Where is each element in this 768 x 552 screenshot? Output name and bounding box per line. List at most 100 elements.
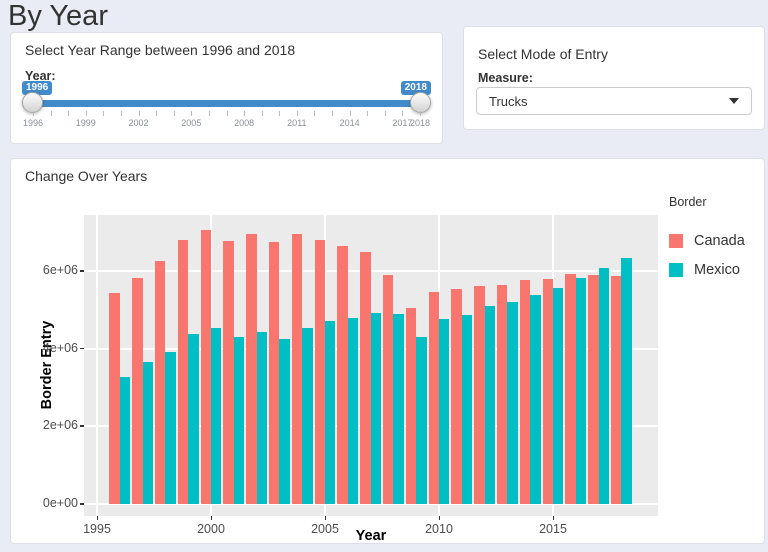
bar-canada-2002 <box>246 234 257 504</box>
slider-from-handle[interactable] <box>22 92 43 113</box>
slider-tick-label: 2011 <box>287 118 307 128</box>
slider-from-badge: 1996 <box>22 81 53 95</box>
chart-legend: Border Canada Mexico <box>669 195 768 291</box>
slider-tick-label: 2017 <box>392 118 413 128</box>
y-tick-mark <box>80 425 84 427</box>
bar-mexico-2016 <box>575 277 587 504</box>
legend-item-canada: Canada <box>669 233 768 249</box>
gridline-horizontal <box>84 270 658 272</box>
legend-swatch-canada <box>669 234 683 248</box>
plot-area <box>84 215 658 516</box>
caret-down-icon <box>729 98 739 104</box>
bar-canada-2013 <box>497 284 508 504</box>
bar-mexico-2018 <box>621 257 632 504</box>
legend-swatch-mexico <box>669 263 683 277</box>
bar-mexico-1997 <box>142 362 153 504</box>
y-tick-mark <box>80 270 84 272</box>
bar-canada-2008 <box>383 274 394 504</box>
legend-label-canada: Canada <box>694 233 745 249</box>
slider-to-handle[interactable] <box>410 92 431 113</box>
x-tick-mark <box>552 516 554 520</box>
bar-canada-2005 <box>314 239 325 504</box>
x-tick-label: 1995 <box>83 522 111 536</box>
slider-tick <box>332 111 334 116</box>
bar-mexico-1996 <box>119 377 131 504</box>
measure-select[interactable]: Trucks <box>476 87 752 115</box>
x-tick-label: 2015 <box>539 522 567 536</box>
bar-mexico-2013 <box>507 302 518 504</box>
legend-item-mexico: Mexico <box>669 262 768 278</box>
gridline-horizontal <box>84 503 658 505</box>
slider-tick <box>103 111 105 116</box>
slider-tick <box>226 111 228 116</box>
bar-canada-1996 <box>109 292 120 504</box>
bar-canada-2010 <box>428 291 439 504</box>
bar-mexico-2003 <box>279 339 290 504</box>
slider-tick <box>261 111 263 116</box>
bar-canada-2003 <box>269 242 280 504</box>
slider-track[interactable] <box>29 100 424 107</box>
slider-tick <box>173 111 175 116</box>
year-range-panel-title: Select Year Range between 1996 and 2018 <box>25 42 296 58</box>
slider-tick <box>296 111 298 116</box>
bar-canada-1999 <box>177 239 189 504</box>
slider-tick <box>384 111 386 116</box>
bar-mexico-2014 <box>530 294 541 504</box>
y-tick-label: 2e+06 <box>42 418 78 433</box>
x-tick-mark <box>324 516 326 520</box>
y-axis-title: Border Entry <box>39 320 55 410</box>
y-tick-label: 0e+00 <box>42 496 78 510</box>
bar-canada-2015 <box>542 278 553 504</box>
bar-mexico-2006 <box>347 317 359 504</box>
slider-tick <box>50 111 52 116</box>
slider-tick <box>208 111 210 116</box>
slider-tick <box>120 111 122 116</box>
gridline-vertical <box>96 215 98 516</box>
slider-tick <box>191 111 193 116</box>
slider-tick <box>138 111 140 116</box>
y-tick-label: 4e+06 <box>42 340 78 355</box>
slider-tick <box>420 111 421 116</box>
slider-tick <box>33 111 34 116</box>
bar-canada-2009 <box>405 308 417 504</box>
measure-label: Measure: <box>478 71 533 85</box>
legend-label-mexico: Mexico <box>694 262 740 278</box>
bar-mexico-2005 <box>325 321 336 504</box>
bar-canada-2017 <box>588 275 599 504</box>
slider-tick <box>244 111 246 116</box>
bar-canada-1998 <box>155 260 166 504</box>
x-tick-label: 2005 <box>311 522 339 536</box>
bar-mexico-2009 <box>416 336 427 504</box>
x-tick-mark <box>210 516 212 520</box>
bar-canada-2000 <box>200 230 211 504</box>
bar-canada-2011 <box>451 289 462 504</box>
chart-panel: Change Over Years Border Entry Year 1995… <box>10 158 765 544</box>
bar-canada-2012 <box>474 286 485 504</box>
year-slider-label: Year: <box>25 69 56 83</box>
slider-to-badge: 2018 <box>400 81 431 95</box>
bar-mexico-2000 <box>211 327 222 504</box>
year-range-slider[interactable]: 1996 2018 1996 1999 2002 2005 2008 2011 2014 20… <box>22 81 431 139</box>
slider-tick <box>156 111 158 116</box>
bar-mexico-1998 <box>165 352 176 504</box>
bar-canada-2001 <box>223 240 234 504</box>
bar-mexico-2008 <box>393 314 404 504</box>
mode-of-entry-panel: Select Mode of Entry Measure: Trucks <box>463 26 765 130</box>
chart-panel-title: Change Over Years <box>25 168 148 184</box>
bar-mexico-1999 <box>188 334 199 504</box>
slider-tick-label: 2018 <box>409 118 431 128</box>
slider-tick <box>85 111 87 116</box>
bar-canada-1997 <box>132 277 143 504</box>
measure-select-value: Trucks <box>489 93 528 109</box>
bar-mexico-2007 <box>370 313 381 504</box>
slider-tick-label: 1999 <box>75 118 96 128</box>
slider-tick <box>349 111 351 116</box>
slider-tick-label: 2005 <box>181 118 202 128</box>
legend-items: Canada Mexico <box>669 233 768 278</box>
bar-mexico-2002 <box>256 331 267 504</box>
slider-tick-label: 1996 <box>22 118 44 128</box>
bar-canada-2007 <box>360 252 371 504</box>
bar-canada-2016 <box>565 274 576 504</box>
grouped-bar-chart: Border Entry Year 1995 2000 2005 2010 2015 0e… <box>11 159 764 544</box>
